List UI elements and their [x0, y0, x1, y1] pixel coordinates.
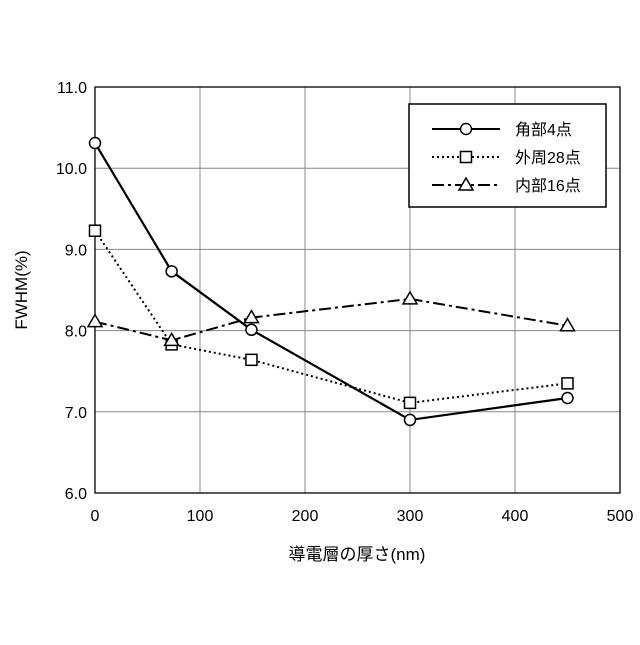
data-point-square [562, 378, 573, 389]
data-point-triangle [88, 315, 102, 327]
legend-label: 外周28点 [515, 149, 581, 167]
data-point-triangle [403, 292, 417, 304]
legend-label: 角部4点 [515, 121, 572, 139]
y-tick-label: 11.0 [57, 80, 87, 97]
data-point-square [246, 354, 257, 365]
chart: 0 100 200 300 400 500 6.0 7.0 8.0 9.0 10.0 11.0 導電… [0, 0, 640, 640]
series-triangle [88, 292, 575, 345]
x-tick-label: 200 [292, 508, 319, 525]
y-tick-label: 9.0 [65, 242, 87, 259]
data-point-circle [246, 324, 257, 335]
y-axis-ticks: 6.0 7.0 8.0 9.0 10.0 11.0 [56, 80, 87, 503]
y-tick-label: 6.0 [65, 486, 87, 503]
x-axis-label: 導電層の厚さ(nm) [289, 545, 426, 564]
data-point-square [90, 225, 101, 236]
data-point-circle [405, 414, 416, 425]
legend-label: 内部16点 [515, 177, 581, 195]
x-axis-ticks: 0 100 200 300 400 500 [91, 508, 634, 525]
legend-marker-circle [461, 124, 472, 135]
y-tick-label: 7.0 [65, 405, 87, 422]
series-line [95, 231, 568, 403]
x-tick-label: 0 [91, 508, 100, 525]
legend: 角部4点外周28点内部16点 [409, 104, 606, 207]
data-point-circle [90, 138, 101, 149]
y-tick-label: 8.0 [65, 324, 87, 341]
data-point-square [405, 397, 416, 408]
data-point-circle [562, 392, 573, 403]
series-square [90, 225, 574, 408]
x-tick-label: 300 [397, 508, 424, 525]
legend-marker-square [461, 152, 472, 163]
y-tick-label: 10.0 [56, 161, 87, 178]
x-tick-label: 100 [187, 508, 214, 525]
y-axis-label: FWHM(%) [12, 250, 31, 329]
data-point-circle [166, 266, 177, 277]
x-tick-label: 500 [607, 508, 634, 525]
x-tick-label: 400 [502, 508, 529, 525]
